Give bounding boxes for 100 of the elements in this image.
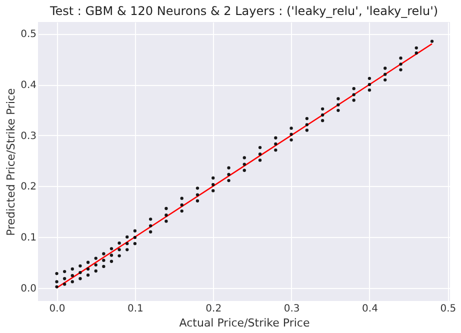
chart-title: Test : GBM & 120 Neurons & 2 Layers : ('leaky_relu', 'leaky_relu') [48,4,438,18]
point [148,224,152,228]
point [414,46,418,50]
point [399,68,402,72]
point [305,128,309,132]
point [274,142,278,146]
x-tick-label: 0.3 [284,304,300,314]
x-tick-label: 0.5 [440,304,456,314]
point [414,51,418,55]
point [78,270,82,274]
point [133,229,137,232]
point [274,148,278,152]
point [102,258,106,262]
point [399,56,402,60]
point [305,123,309,126]
x-tick-label: 0.4 [362,304,378,314]
point [164,206,168,210]
point [94,263,98,266]
point [55,280,58,284]
point [227,172,230,176]
point [384,78,387,82]
point [212,176,215,180]
point [212,183,215,186]
point [164,214,168,217]
x-tick-label: 0.2 [206,304,222,314]
point [94,256,98,260]
point [196,186,200,190]
point [63,282,66,286]
point [110,260,114,263]
point [78,264,82,268]
point [320,119,324,122]
point [126,242,129,246]
x-tick-label: 0.1 [127,304,144,314]
point [227,178,230,182]
point [274,136,278,140]
point [148,230,152,234]
y-tick-label: 0.5 [20,29,36,40]
point [86,260,90,264]
point [336,97,340,100]
point [118,254,121,258]
point [258,158,262,162]
y-tick-label: 0.4 [20,80,36,92]
point [180,196,184,200]
point [78,277,82,280]
point [305,116,309,120]
point [86,267,90,271]
y-tick-label: 0.2 [20,182,36,193]
point [290,132,293,136]
point [110,254,114,257]
point [180,203,184,207]
y-tick-label: 0.0 [20,283,36,294]
point [102,264,106,268]
point [63,270,66,274]
x-axis-title: Actual Price/Strike Price [179,316,310,330]
point [118,248,121,252]
point [148,218,152,221]
point [133,236,137,240]
y-tick-label: 0.1 [20,232,36,244]
point [290,126,293,130]
point [430,40,434,43]
point [352,98,356,102]
x-tick-label: 0.0 [49,304,66,314]
point [196,193,200,196]
point [94,269,98,273]
point [399,62,402,66]
point [70,280,74,284]
point [290,138,293,142]
point [164,220,168,223]
point [102,252,106,256]
point [212,189,215,192]
point [384,66,387,70]
point [55,272,58,276]
point [258,146,262,150]
point [196,199,200,202]
point [352,93,356,96]
point [336,103,340,106]
y-tick-label: 0.3 [20,130,36,142]
point [55,285,58,288]
point [384,72,387,76]
point [320,113,324,117]
point [63,277,66,280]
point [242,168,246,172]
point [86,274,90,277]
point [242,162,246,166]
point [368,82,372,86]
point [118,241,121,245]
point [368,88,372,92]
point [126,248,129,252]
point [70,274,74,278]
point [258,152,262,156]
point [126,235,129,239]
y-axis-title: Predicted Price/Strike Price [4,88,18,236]
point [70,267,74,271]
point [110,247,114,250]
point [227,166,230,170]
point [320,107,324,110]
point [336,108,340,112]
point [180,209,184,213]
point [242,156,246,160]
point [368,76,372,80]
